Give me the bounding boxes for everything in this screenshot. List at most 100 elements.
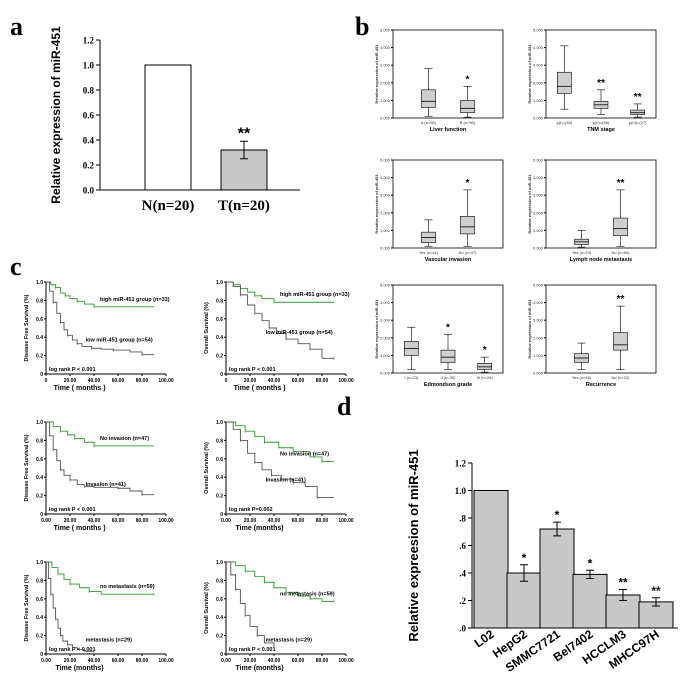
survival-curve <box>226 281 334 303</box>
x-tick-label: 60.00 <box>112 658 125 664</box>
x-tick-label: 60.00 <box>112 518 125 524</box>
x-tick-label: 40.00 <box>268 378 281 384</box>
survival-curve <box>46 281 154 356</box>
series-label: high miR-451 group (n=33) <box>100 297 170 303</box>
y-tick-label: 0.8 <box>36 578 43 584</box>
y-tick-label: 0.4 <box>36 335 43 341</box>
survival-curve <box>226 421 334 463</box>
x-axis-label: Vascular invasion <box>425 257 472 263</box>
y-tick-label: 0.4 <box>216 615 223 621</box>
y-tick-label: 0.000 <box>380 246 391 251</box>
log-rank-p: log rank P < 0.001 <box>49 647 96 653</box>
significance-mark: ** <box>238 125 251 142</box>
y-axis-label: Relative expreesion of miR-451 <box>406 449 421 641</box>
significance-mark: * <box>466 178 470 189</box>
series-label: low miR-451 group (n=54) <box>266 330 333 336</box>
log-rank-p: log rank P=0.002 <box>229 507 273 513</box>
y-axis-label: Overall Survival (%) <box>204 582 210 634</box>
box <box>460 216 475 235</box>
group-label: No (n=32) <box>612 375 631 380</box>
y-tick-label: 0.4 <box>36 615 43 621</box>
log-rank-p: log rank P < 0.001 <box>49 367 96 373</box>
x-tick-label: 100.00 <box>158 658 174 664</box>
x-tick-label: 60.00 <box>292 378 305 384</box>
x-tick-label: 80.00 <box>136 378 149 384</box>
y-axis-label: Relative expression of miR-451 <box>527 299 532 359</box>
y-tick-label: 0 <box>40 372 43 378</box>
y-tick-label: 0.2 <box>36 634 43 640</box>
plot-frame <box>545 29 657 119</box>
series-label: high miR-451 group (n=33) <box>280 292 350 298</box>
survival-curve <box>226 421 334 498</box>
chart-d: .0 .2 .4 .6 .8 1.0 1.2 Relative expreesion of m… <box>406 449 678 675</box>
log-rank-p: log rank P < 0.001 <box>229 367 276 373</box>
y-tick-label: 4.000 <box>380 300 391 305</box>
y-tick-label: 5.000 <box>380 158 391 163</box>
panel-letter-d: d <box>337 392 352 421</box>
y-tick-label: 1.0 <box>216 560 223 566</box>
significance-mark: ** <box>617 178 625 189</box>
y-tick-label: 0 <box>40 652 43 658</box>
bar-n-n-20- <box>144 64 192 191</box>
x-tick-label: 60.00 <box>292 518 305 524</box>
x-tick-label: 100.00 <box>158 518 174 524</box>
survival-curve <box>46 421 154 496</box>
y-axis-label: Disease Free Survival (%) <box>24 434 30 501</box>
x-axis-label: Liver function <box>430 127 467 133</box>
y-tick-label: 0.0 <box>83 186 95 196</box>
x-tick-label: 40.00 <box>88 378 101 384</box>
y-tick-label: 0.8 <box>36 438 43 444</box>
y-tick-label: 0.4 <box>36 475 43 481</box>
x-tick-label: 20.00 <box>64 658 77 664</box>
significance-mark: * <box>522 551 527 565</box>
group-label: A (n=68) <box>421 120 437 125</box>
y-axis-label: Relative expression of miR-451 <box>527 44 532 104</box>
significance-mark: * <box>446 322 450 333</box>
y-tick-label: 1.000 <box>533 353 544 358</box>
y-tick-label: 0.000 <box>533 371 544 376</box>
y-tick-label: 0.8 <box>216 298 223 304</box>
group-label: p(II)=(56) <box>593 120 610 125</box>
x-tick-label: 100.00 <box>158 378 174 384</box>
y-tick-label: 2.000 <box>533 335 544 340</box>
x-tick-label: 40.00 <box>88 658 101 664</box>
x-category-label: N(n=20) <box>142 198 195 214</box>
group-label: p(I)=(35) <box>557 120 573 125</box>
x-tick-label: 0.00 <box>41 518 51 524</box>
y-tick-label: 3.000 <box>533 318 544 323</box>
y-tick-label: 0.8 <box>216 578 223 584</box>
x-axis-label: TNM stage <box>587 127 615 133</box>
x-axis-label: Time ( months ) <box>234 385 286 392</box>
significance-mark: ** <box>651 584 661 598</box>
chart-c: 0 0.2 0.4 0.6 0.8 1.0 0 20.00 40.00 60.00 80.00 100… <box>24 280 354 672</box>
km-plot-3: 0 0.2 0.4 0.6 0.8 1.0 0.00 20.00 40.00 60.00 80.00… <box>204 420 354 532</box>
survival-curve <box>46 561 154 595</box>
y-tick-label: 1.0 <box>36 560 43 566</box>
survival-curve <box>46 281 154 308</box>
series-label: No invasion (n=47) <box>280 452 329 458</box>
x-tick-label: 80.00 <box>136 658 149 664</box>
y-tick-label: 0 <box>220 372 223 378</box>
group-label: III (n=26) <box>477 375 494 380</box>
y-tick-label: 4.000 <box>533 45 544 50</box>
x-axis-label: Time (months) <box>56 665 104 672</box>
y-tick-label: 0.6 <box>36 457 43 463</box>
significance-mark: ** <box>618 576 628 590</box>
significance-mark: * <box>588 556 593 570</box>
y-tick-label: 0.6 <box>216 597 223 603</box>
y-tick-label: 0.000 <box>533 116 544 121</box>
box <box>630 109 645 115</box>
series-label: Invasion (n=41) <box>266 477 306 483</box>
x-tick-label: 20.00 <box>64 518 77 524</box>
y-tick-label: 1.0 <box>216 280 223 286</box>
series-label: metastasis (n=29) <box>266 638 312 644</box>
x-tick-label: 40.00 <box>268 518 281 524</box>
plot-frame <box>392 284 504 374</box>
group-label: II (n=39) <box>440 375 456 380</box>
significance-mark: * <box>466 74 470 85</box>
y-tick-label: 3.000 <box>533 63 544 68</box>
y-tick-label: 5.000 <box>533 283 544 288</box>
y-tick-label: 5.000 <box>533 158 544 163</box>
km-plot-2: 0 0.2 0.4 0.6 0.8 1.0 0.00 20.00 40.00 60.00 80.00… <box>24 420 174 532</box>
